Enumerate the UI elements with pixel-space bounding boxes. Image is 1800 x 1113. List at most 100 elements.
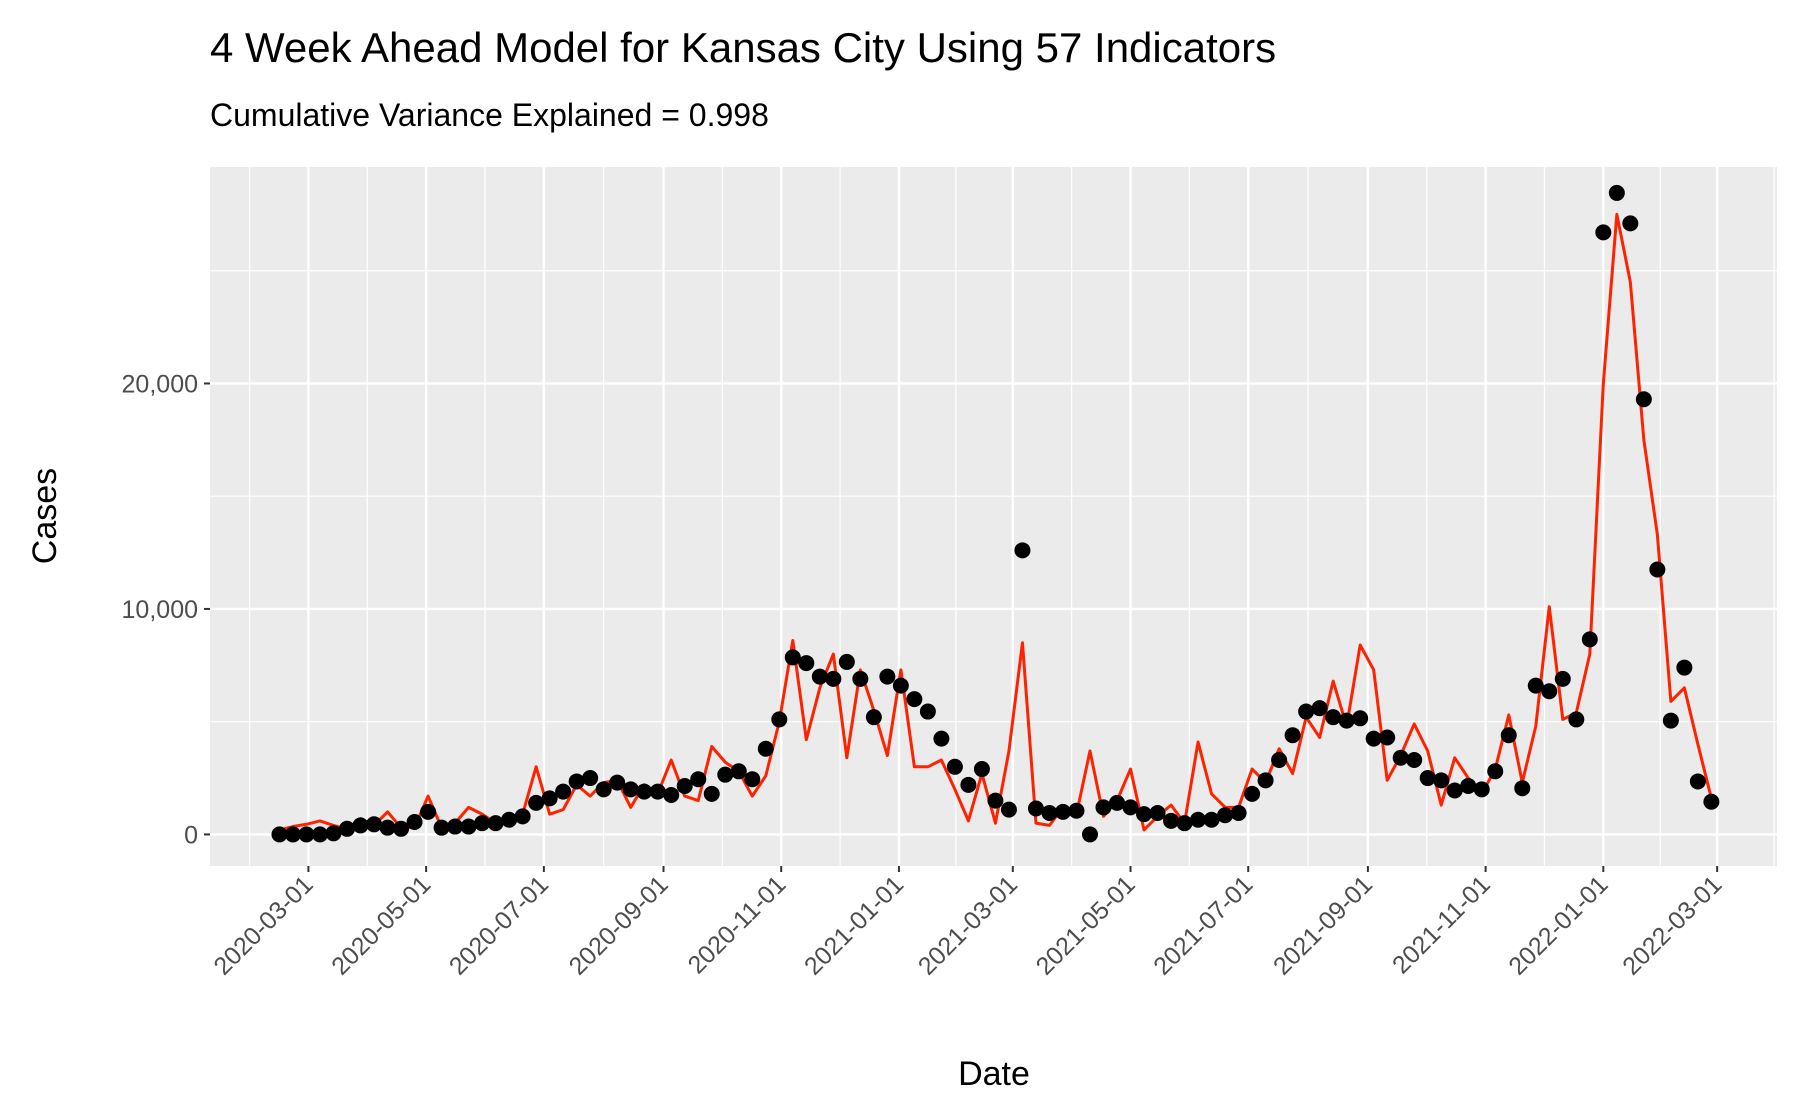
data-point (568, 773, 585, 790)
data-point (1068, 802, 1085, 819)
y-tick-label: 20,000 (122, 370, 198, 398)
data-point (1230, 805, 1247, 822)
data-point (1473, 781, 1490, 798)
data-point (811, 668, 828, 685)
data-point (757, 740, 774, 757)
data-point (460, 818, 477, 835)
data-point (892, 677, 909, 694)
y-axis-label: Cases (26, 468, 64, 564)
data-point (946, 758, 963, 775)
data-point (1244, 785, 1261, 802)
x-tick-label: 2021-09-01 (1268, 870, 1378, 980)
data-point (1014, 542, 1031, 559)
data-point (1338, 712, 1355, 729)
data-point (1689, 773, 1706, 790)
data-point (1379, 729, 1396, 746)
data-point (1352, 710, 1369, 727)
data-point (406, 814, 423, 831)
x-tick-label: 2020-07-01 (444, 870, 554, 980)
chart-subtitle: Cumulative Variance Explained = 0.998 (210, 97, 769, 133)
data-point (1676, 659, 1693, 676)
data-point (284, 826, 301, 843)
data-point (514, 808, 531, 825)
data-point (1433, 772, 1450, 789)
data-point (1109, 794, 1126, 811)
data-point (474, 815, 491, 832)
data-point (1190, 811, 1207, 828)
data-point (1622, 215, 1639, 232)
data-point (1054, 803, 1071, 820)
data-point (1703, 793, 1720, 810)
data-point (1284, 727, 1301, 744)
x-tick-label: 2022-01-01 (1503, 870, 1613, 980)
data-point (393, 820, 410, 837)
data-point (379, 819, 396, 836)
data-point (1298, 703, 1315, 720)
data-point (1136, 806, 1153, 823)
data-point (987, 792, 1004, 809)
data-point (1149, 805, 1166, 822)
data-point (1514, 780, 1531, 797)
x-tick-label: 2021-03-01 (913, 870, 1023, 980)
data-point (838, 653, 855, 670)
x-tick-label: 2020-09-01 (564, 870, 674, 980)
data-point (487, 815, 504, 832)
x-tick-label: 2021-05-01 (1031, 870, 1141, 980)
data-point (919, 703, 936, 720)
data-point (366, 816, 383, 833)
data-point (1419, 770, 1436, 787)
data-point (663, 786, 680, 803)
x-tick-label: 2020-05-01 (326, 870, 436, 980)
data-point (447, 818, 464, 835)
data-point (1122, 799, 1139, 816)
data-point (825, 670, 842, 687)
data-point (541, 790, 558, 807)
data-point (1487, 763, 1504, 780)
data-point (1311, 700, 1328, 717)
data-point (1392, 749, 1409, 766)
data-point (690, 771, 707, 788)
data-point (744, 771, 761, 788)
data-point (1446, 782, 1463, 799)
x-tick-label: 2022-03-01 (1617, 870, 1727, 980)
data-point (528, 794, 545, 811)
data-point (960, 776, 977, 793)
data-point (973, 761, 990, 778)
data-point (1271, 752, 1288, 769)
chart-title: 4 Week Ahead Model for Kansas City Using… (210, 24, 1276, 71)
data-point (906, 691, 923, 708)
data-point (1095, 799, 1112, 816)
x-tick-label: 2021-11-01 (1387, 870, 1496, 979)
x-tick-label: 2020-11-01 (683, 870, 792, 979)
data-point (1649, 561, 1666, 578)
data-point (649, 783, 666, 800)
data-point (1257, 772, 1274, 789)
data-point (852, 670, 869, 687)
data-point (636, 783, 653, 800)
data-point (1581, 631, 1598, 648)
data-point (879, 668, 896, 685)
data-point (433, 819, 450, 836)
data-point (1460, 777, 1477, 794)
data-point (676, 777, 693, 794)
data-point (325, 825, 342, 842)
data-point (798, 655, 815, 672)
data-point (771, 711, 788, 728)
data-point (1608, 184, 1625, 201)
data-point (1406, 752, 1423, 769)
data-point (582, 770, 599, 787)
data-point (1662, 712, 1679, 729)
x-axis-label: Date (958, 1055, 1030, 1093)
data-point (1176, 815, 1193, 832)
data-point (1000, 801, 1017, 818)
data-point (1041, 805, 1058, 822)
data-point (271, 826, 288, 843)
data-point (609, 774, 626, 791)
data-point (555, 783, 572, 800)
data-point (1203, 811, 1220, 828)
data-point (784, 649, 801, 666)
x-tick-label: 2020-03-01 (208, 870, 318, 980)
data-point (420, 803, 437, 820)
data-point (1554, 670, 1571, 687)
